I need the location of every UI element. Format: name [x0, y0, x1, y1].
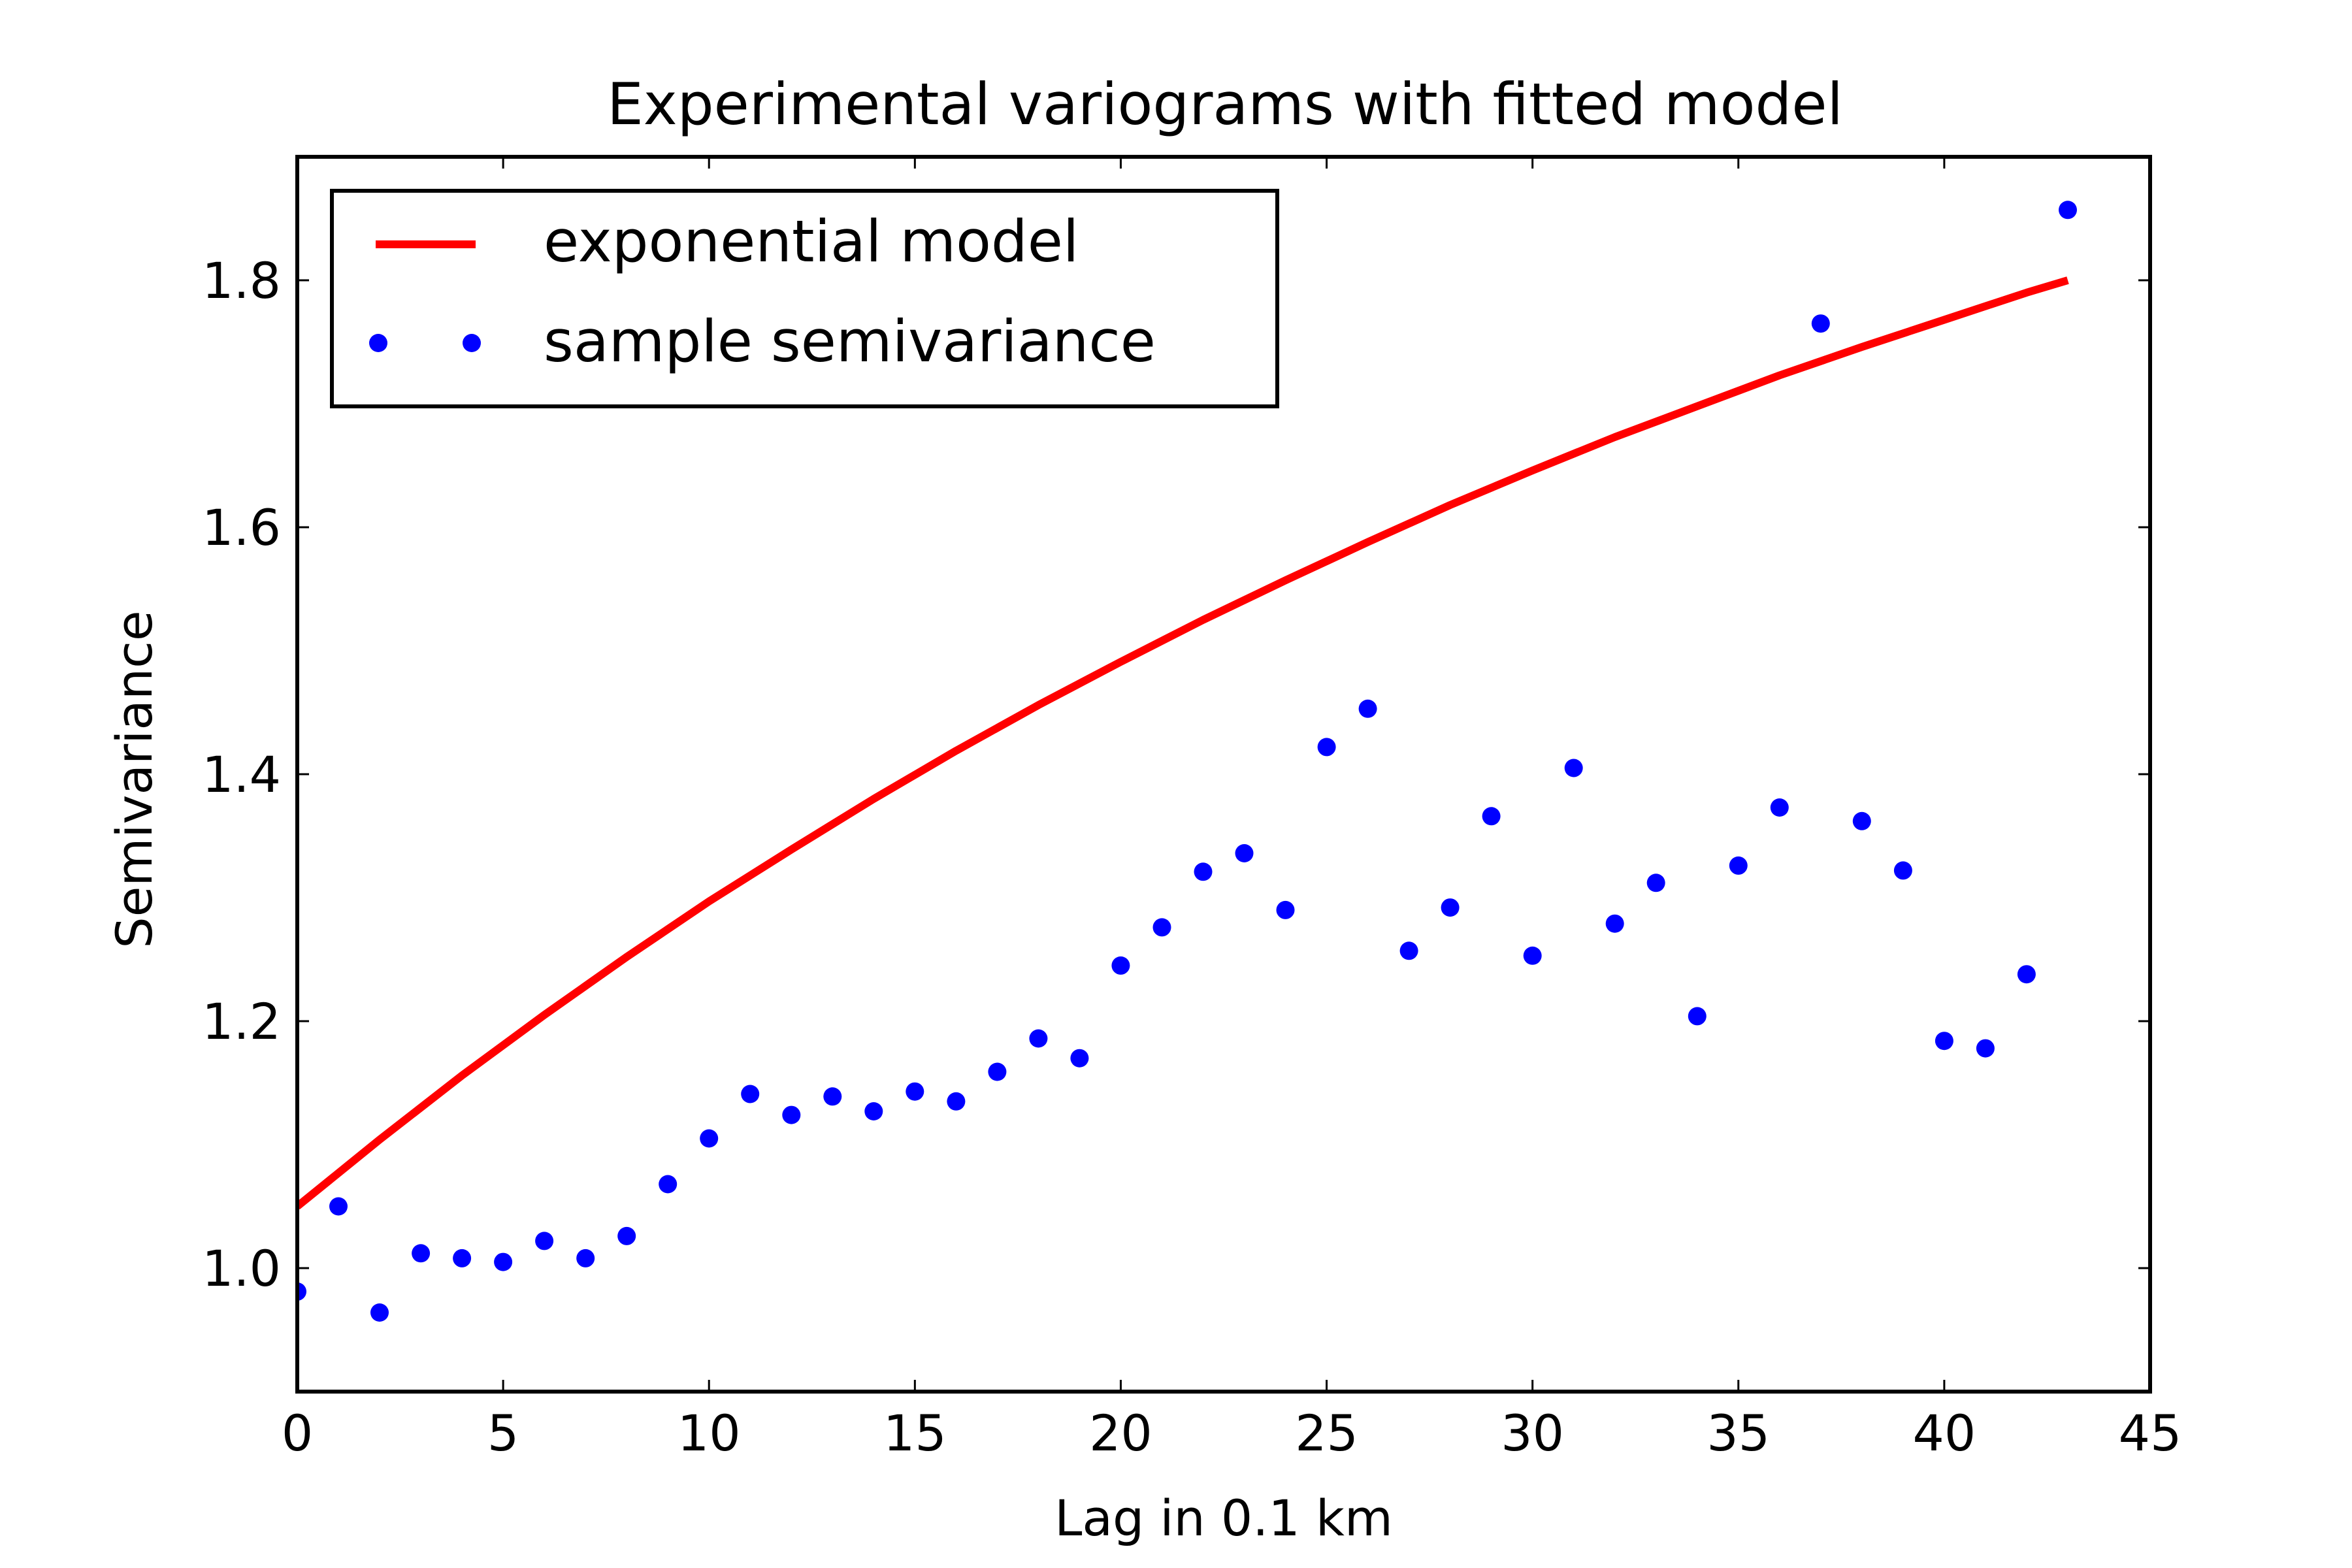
sample-point [1893, 861, 1912, 880]
sample-point [1235, 844, 1254, 862]
sample-point [1770, 798, 1789, 817]
sample-point [494, 1252, 513, 1271]
legend-label-model: exponential model [544, 208, 1079, 275]
sample-point [576, 1249, 595, 1267]
sample-point [297, 1282, 306, 1301]
y-tick-label: 1.8 [202, 252, 281, 310]
legend-label-samples: sample semivariance [544, 308, 1156, 375]
y-tick-labels: 1.0 1.2 1.4 1.6 1.8 [202, 252, 281, 1298]
x-tick-label: 10 [678, 1404, 741, 1462]
sample-point [1029, 1029, 1048, 1048]
sample-point [370, 1303, 389, 1322]
legend-marker-swatch [463, 334, 481, 352]
y-tick-label: 1.4 [202, 745, 281, 804]
x-tick-label: 45 [2119, 1404, 2182, 1462]
sample-point [864, 1102, 883, 1120]
x-tick-label: 15 [883, 1404, 947, 1462]
sample-point [823, 1087, 842, 1106]
sample-point [906, 1082, 924, 1101]
sample-points-layer [297, 201, 2077, 1322]
x-tick-label: 40 [1913, 1404, 1976, 1462]
model-line [297, 276, 2069, 1210]
sample-point [1564, 759, 1583, 777]
sample-point [1729, 856, 1748, 875]
plot-frame [295, 155, 2152, 1394]
legend-marker-swatch [369, 334, 387, 352]
chart-title: Experimental variograms with fitted mode… [607, 71, 1843, 138]
y-tick-label: 1.0 [202, 1239, 281, 1298]
sample-point [741, 1085, 760, 1103]
legend-box [330, 189, 1279, 408]
sample-point [700, 1129, 719, 1148]
sample-point [1976, 1039, 1995, 1058]
x-tick-label: 35 [1707, 1404, 1770, 1462]
sample-point [947, 1092, 966, 1111]
y-tick-label: 1.2 [202, 992, 281, 1051]
sample-point [1276, 900, 1295, 919]
sample-point [412, 1244, 431, 1263]
sample-point [1152, 918, 1171, 937]
sample-point [535, 1232, 554, 1250]
sample-point [1935, 1032, 1953, 1051]
sample-point [1070, 1049, 1089, 1068]
sample-point [988, 1062, 1007, 1081]
y-tick-label: 1.6 [202, 498, 281, 557]
sample-point [2017, 965, 2036, 984]
x-tick-label: 20 [1089, 1404, 1152, 1462]
sample-point [2059, 201, 2077, 220]
x-tick-label: 25 [1295, 1404, 1358, 1462]
sample-point [1646, 874, 1665, 892]
x-tick-label: 30 [1501, 1404, 1564, 1462]
sample-point [1317, 738, 1336, 757]
x-tick-label: 0 [282, 1404, 313, 1462]
sample-point [1605, 914, 1624, 933]
sample-point [1399, 941, 1418, 960]
sample-point [659, 1175, 678, 1194]
sample-point [1523, 946, 1542, 965]
sample-point [1441, 898, 1460, 917]
sample-point [1482, 807, 1501, 826]
sample-point [1852, 811, 1871, 830]
x-tick-labels: 0 5 10 15 20 25 30 35 40 45 [282, 1404, 2182, 1462]
sample-point [1111, 956, 1130, 975]
sample-point [1358, 699, 1377, 718]
sample-point [1194, 862, 1213, 881]
legend: exponential model sample semivariance [330, 189, 1279, 408]
x-axis-label: Lag in 0.1 km [1054, 1489, 1393, 1547]
sample-point [782, 1105, 801, 1124]
x-tick-label: 5 [487, 1404, 519, 1462]
sample-point [1811, 314, 1830, 333]
sample-point [453, 1249, 472, 1267]
sample-point [617, 1226, 636, 1245]
sample-point [1688, 1007, 1707, 1026]
sample-point [329, 1197, 348, 1216]
model-line-layer [297, 276, 2069, 1210]
y-axis-label: Semivariance [105, 610, 163, 948]
